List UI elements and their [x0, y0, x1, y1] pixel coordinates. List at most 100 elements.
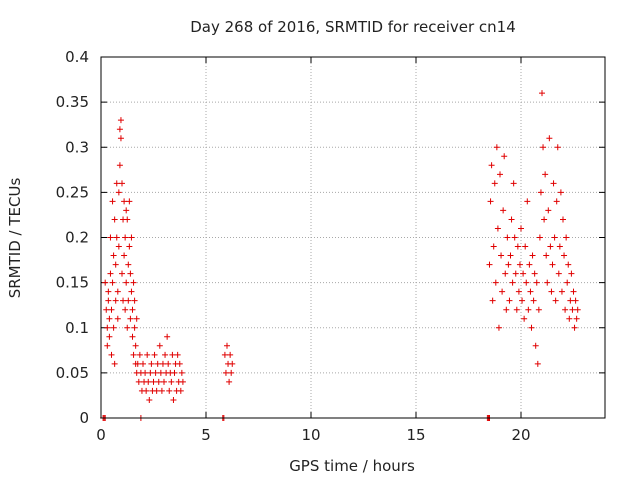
data-point: [505, 261, 512, 268]
data-point: [128, 234, 135, 241]
data-point: [510, 180, 517, 187]
data-point: [122, 234, 129, 241]
y-tick-label: 0: [79, 409, 89, 427]
data-point: [117, 135, 124, 142]
data-point: [513, 306, 520, 313]
data-point: [567, 297, 574, 304]
data-point: [116, 162, 123, 169]
data-point: [560, 216, 566, 223]
data-point: [131, 324, 138, 331]
data-point: [159, 360, 166, 367]
data-point: [126, 243, 133, 250]
data-point: [161, 378, 167, 385]
data-point: [565, 261, 572, 268]
data-point: [221, 351, 228, 358]
data-point: [116, 126, 123, 133]
data-point: [108, 306, 115, 313]
data-point: [164, 333, 171, 340]
data-point: [222, 369, 229, 376]
data-point: [124, 324, 131, 331]
x-tick-label: 20: [511, 426, 530, 444]
data-point: [144, 351, 151, 358]
data-point: [114, 288, 121, 295]
data-point: [130, 279, 137, 286]
data-point: [115, 189, 122, 196]
data-point: [145, 378, 152, 385]
x-tick-label: 5: [201, 426, 211, 444]
data-point: [486, 261, 493, 268]
data-point: [110, 252, 117, 259]
data-point: [502, 270, 509, 277]
x-tick-label: 15: [406, 426, 425, 444]
data-point: [111, 216, 118, 223]
data-point: [102, 279, 109, 286]
data-point: [162, 351, 169, 358]
data-points: [100, 90, 581, 421]
data-point: [123, 279, 130, 286]
data-point: [572, 297, 579, 304]
data-point: [109, 198, 116, 205]
data-point: [176, 360, 183, 367]
data-point: [107, 234, 114, 241]
data-point: [177, 387, 184, 394]
data-point: [111, 360, 118, 367]
data-point: [573, 315, 580, 322]
data-point: [554, 144, 561, 151]
data-point: [499, 288, 506, 295]
data-point: [109, 279, 116, 286]
data-point: [119, 180, 125, 187]
data-point: [129, 306, 136, 313]
data-point: [503, 306, 510, 313]
data-point: [108, 351, 115, 358]
x-axis-title: GPS time / hours: [289, 457, 415, 475]
data-point: [174, 351, 181, 358]
data-point: [106, 315, 113, 322]
data-point: [112, 261, 119, 268]
data-point: [157, 369, 164, 376]
data-point: [158, 387, 165, 394]
data-point: [491, 180, 498, 187]
data-point: [570, 288, 577, 295]
data-point: [122, 306, 129, 313]
data-point: [563, 234, 570, 241]
data-point: [117, 117, 124, 124]
data-point: [569, 306, 576, 313]
grid-lines: [101, 57, 605, 418]
data-point: [497, 171, 503, 178]
data-point: [166, 387, 173, 394]
data-point: [487, 198, 494, 205]
data-point: [146, 396, 153, 403]
data-point: [516, 261, 523, 268]
data-point: [134, 360, 141, 367]
data-point: [494, 225, 501, 232]
data-point: [113, 180, 120, 187]
data-point: [566, 315, 573, 322]
data-point: [508, 216, 515, 223]
data-point: [488, 162, 495, 169]
x-tick-label: 0: [96, 426, 106, 444]
data-point: [526, 261, 533, 268]
data-point: [552, 297, 559, 304]
data-point: [504, 234, 511, 241]
data-point: [105, 297, 112, 304]
data-point: [528, 324, 535, 331]
data-point: [124, 216, 131, 223]
data-point: [150, 378, 157, 385]
data-point: [534, 360, 541, 367]
data-point: [119, 270, 125, 277]
y-tick-label: 0.4: [65, 48, 89, 66]
data-point: [104, 342, 111, 349]
data-point: [546, 135, 553, 142]
x-tick-label: 10: [301, 426, 320, 444]
y-tick-label: 0.35: [56, 93, 89, 111]
data-point: [147, 369, 154, 376]
data-point: [495, 324, 502, 331]
data-point: [529, 252, 536, 259]
data-point: [154, 360, 161, 367]
data-point: [520, 270, 527, 277]
data-point: [558, 288, 565, 295]
data-point: [551, 234, 558, 241]
data-point: [110, 324, 117, 331]
data-point: [153, 387, 160, 394]
data-point: [568, 270, 575, 277]
